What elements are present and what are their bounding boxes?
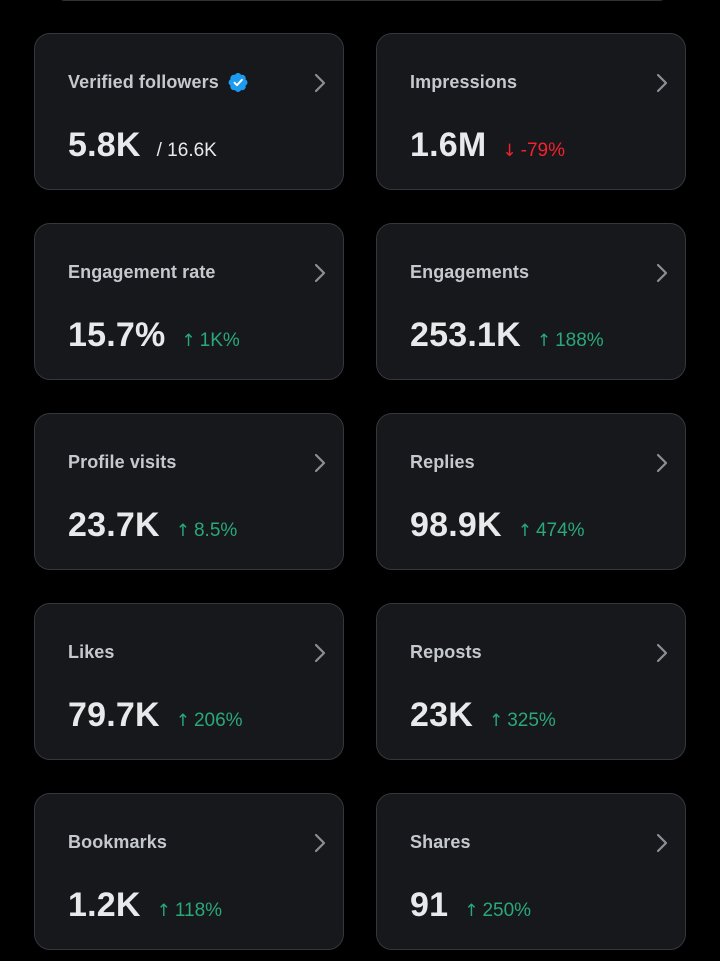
card-value: 79.7K [68, 696, 160, 734]
card-value: 23.7K [68, 506, 160, 544]
value-row: 253.1K ↑ 188% [410, 316, 604, 355]
value-row: 98.9K ↑ 474% [410, 506, 585, 545]
change-indicator: ↑ 206% [176, 710, 243, 732]
change-value: 250% [482, 900, 532, 921]
value-row: 23.7K ↑ 8.5% [68, 506, 237, 545]
card-value: 5.8K [68, 126, 141, 164]
card-value: 1.2K [68, 886, 141, 924]
arrow-up-icon: ↑ [464, 901, 479, 921]
value-row: 1.2K ↑ 118% [68, 886, 222, 925]
card-shares[interactable]: Shares 91 ↑ 250% [376, 793, 686, 950]
change-indicator: ↑ 188% [537, 330, 604, 352]
card-label: Reposts [410, 642, 482, 662]
change-indicator: ↑ 8.5% [176, 520, 238, 542]
verified-badge-icon [228, 72, 249, 93]
card-label: Replies [410, 452, 475, 472]
arrow-up-icon: ↑ [175, 521, 190, 541]
value-row: 79.7K ↑ 206% [68, 696, 243, 735]
card-label: Bookmarks [68, 832, 167, 852]
value-row: 91 ↑ 250% [410, 886, 531, 925]
chevron-right-icon [314, 263, 326, 283]
top-container-edge [56, 0, 668, 1]
card-likes[interactable]: Likes 79.7K ↑ 206% [34, 603, 344, 760]
card-value: 15.7% [68, 316, 166, 354]
chevron-right-icon [656, 833, 668, 853]
arrow-up-icon: ↑ [181, 331, 196, 351]
change-value: 206% [193, 710, 243, 731]
change-value: 325% [507, 710, 556, 731]
chevron-right-icon [656, 643, 668, 663]
chevron-right-icon [314, 73, 326, 93]
arrow-up-icon: ↑ [488, 711, 504, 731]
card-bookmarks[interactable]: Bookmarks 1.2K ↑ 118% [34, 793, 344, 950]
chevron-right-icon [656, 73, 668, 93]
change-indicator: ↑ 474% [518, 520, 585, 542]
value-row: 1.6M ↓ -79% [410, 126, 565, 165]
card-label: Shares [410, 832, 471, 852]
card-label: Profile visits [68, 452, 177, 472]
metrics-grid: Verified followers 5.8K / 16.6K Impressi… [34, 33, 686, 950]
card-value: 1.6M [410, 126, 487, 164]
change-value: 8.5% [193, 520, 238, 541]
arrow-up-icon: ↑ [175, 711, 190, 731]
card-profile-visits[interactable]: Profile visits 23.7K ↑ 8.5% [34, 413, 344, 570]
card-label-row: Verified followers [68, 72, 249, 93]
card-value: 253.1K [410, 316, 521, 354]
change-value: 118% [174, 900, 223, 921]
change-indicator: ↑ 118% [157, 900, 222, 922]
card-replies[interactable]: Replies 98.9K ↑ 474% [376, 413, 686, 570]
card-value: 23K [410, 696, 473, 734]
change-indicator: ↑ 1K% [181, 330, 239, 352]
card-label: Engagement rate [68, 262, 216, 282]
card-engagements[interactable]: Engagements 253.1K ↑ 188% [376, 223, 686, 380]
change-indicator: ↑ 325% [489, 710, 556, 732]
value-row: 15.7% ↑ 1K% [68, 316, 240, 355]
card-verified-followers[interactable]: Verified followers 5.8K / 16.6K [34, 33, 344, 190]
chevron-right-icon [314, 643, 326, 663]
value-row: 23K ↑ 325% [410, 696, 556, 735]
change-value: 188% [555, 330, 604, 351]
change-indicator: ↑ 250% [464, 900, 531, 922]
card-engagement-rate[interactable]: Engagement rate 15.7% ↑ 1K% [34, 223, 344, 380]
card-reposts[interactable]: Reposts 23K ↑ 325% [376, 603, 686, 760]
arrow-up-icon: ↑ [536, 331, 552, 351]
arrow-down-icon: ↓ [502, 141, 517, 161]
change-indicator: ↓ -79% [502, 140, 565, 162]
change-value: 474% [535, 520, 585, 541]
card-impressions[interactable]: Impressions 1.6M ↓ -79% [376, 33, 686, 190]
card-subvalue: / 16.6K [156, 140, 217, 161]
arrow-up-icon: ↑ [517, 521, 532, 541]
chevron-right-icon [656, 453, 668, 473]
change-value: -79% [520, 140, 565, 161]
chevron-right-icon [314, 833, 326, 853]
card-label: Verified followers [68, 72, 219, 92]
chevron-right-icon [314, 453, 326, 473]
card-label: Likes [68, 642, 115, 662]
chevron-right-icon [656, 263, 668, 283]
card-value: 91 [410, 886, 449, 924]
change-value: 1K% [199, 330, 240, 351]
card-label: Impressions [410, 72, 518, 92]
value-row: 5.8K / 16.6K [68, 126, 217, 165]
arrow-up-icon: ↑ [156, 901, 171, 921]
card-value: 98.9K [410, 506, 502, 544]
card-label: Engagements [410, 262, 530, 282]
